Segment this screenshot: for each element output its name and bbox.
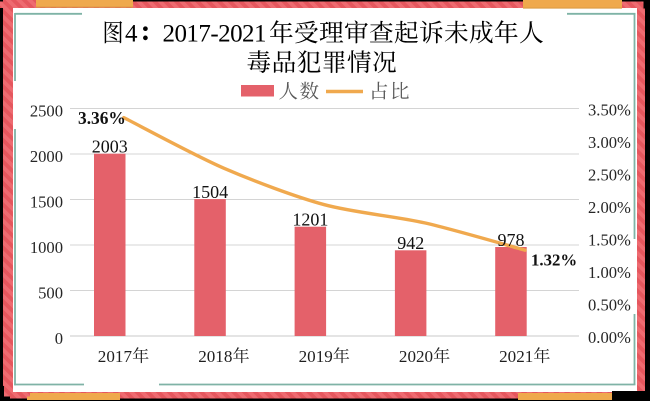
svg-text:2.50%: 2.50% xyxy=(588,165,631,184)
svg-text:1.50%: 1.50% xyxy=(588,230,631,249)
svg-text:2500: 2500 xyxy=(30,101,63,120)
svg-text:1201: 1201 xyxy=(292,210,328,230)
svg-text:2019: 2019 xyxy=(299,347,333,366)
svg-text:3.50%: 3.50% xyxy=(588,100,631,119)
svg-text:2000: 2000 xyxy=(30,147,63,166)
svg-text:2.00%: 2.00% xyxy=(588,198,631,217)
svg-text:1000: 1000 xyxy=(30,238,63,257)
svg-text:3.36%: 3.36% xyxy=(78,108,126,128)
svg-text:2003: 2003 xyxy=(92,137,128,157)
svg-text:0.50%: 0.50% xyxy=(588,295,631,314)
svg-text:4: 4 xyxy=(125,20,138,47)
svg-text:2021: 2021 xyxy=(499,347,533,366)
svg-text:2017: 2017 xyxy=(98,347,133,366)
svg-text:978: 978 xyxy=(498,230,525,250)
svg-text:1.00%: 1.00% xyxy=(588,263,631,282)
svg-text:1.32%: 1.32% xyxy=(531,251,577,270)
svg-text:500: 500 xyxy=(38,283,63,302)
svg-text:0: 0 xyxy=(55,329,63,348)
svg-text:1500: 1500 xyxy=(30,192,63,211)
svg-text:2017-2021: 2017-2021 xyxy=(163,20,267,47)
svg-text:3.00%: 3.00% xyxy=(588,133,631,152)
svg-text:0.00%: 0.00% xyxy=(588,328,631,347)
svg-text:2018: 2018 xyxy=(198,347,232,366)
svg-text:942: 942 xyxy=(397,233,424,253)
svg-text:1504: 1504 xyxy=(192,182,228,202)
svg-text:2020: 2020 xyxy=(399,347,433,366)
